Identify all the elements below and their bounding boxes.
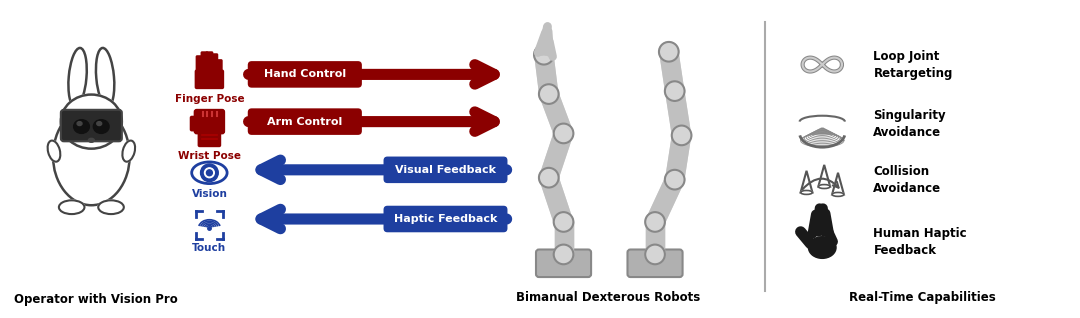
Ellipse shape	[98, 200, 124, 214]
Text: Wrist Pose: Wrist Pose	[178, 151, 241, 161]
Text: Operator with Vision Pro: Operator with Vision Pro	[14, 293, 178, 306]
Circle shape	[645, 212, 665, 232]
Text: Hand Control: Hand Control	[264, 69, 346, 80]
Text: Singularity
Avoidance: Singularity Avoidance	[874, 108, 946, 139]
Ellipse shape	[73, 120, 90, 134]
FancyBboxPatch shape	[194, 69, 225, 89]
Circle shape	[204, 168, 214, 178]
Ellipse shape	[59, 200, 84, 214]
Text: Collision
Avoidance: Collision Avoidance	[874, 165, 942, 195]
Circle shape	[665, 170, 685, 190]
Ellipse shape	[53, 107, 130, 205]
Text: Bimanual Dexterous Robots: Bimanual Dexterous Robots	[515, 291, 700, 304]
Text: Real-Time Capabilities: Real-Time Capabilities	[849, 291, 996, 304]
Circle shape	[554, 124, 573, 143]
Circle shape	[665, 81, 685, 101]
Ellipse shape	[122, 141, 135, 162]
Ellipse shape	[819, 184, 831, 189]
Circle shape	[206, 170, 213, 176]
Circle shape	[554, 212, 573, 232]
Ellipse shape	[800, 190, 812, 194]
Circle shape	[534, 45, 554, 65]
Polygon shape	[800, 171, 812, 192]
Circle shape	[539, 84, 558, 104]
Text: Visual Feedback: Visual Feedback	[395, 165, 496, 175]
FancyBboxPatch shape	[216, 59, 222, 76]
Ellipse shape	[89, 138, 94, 142]
Ellipse shape	[96, 48, 114, 107]
FancyBboxPatch shape	[193, 109, 225, 135]
Circle shape	[672, 126, 691, 145]
Text: Touch: Touch	[192, 243, 227, 252]
FancyBboxPatch shape	[383, 206, 508, 232]
Ellipse shape	[93, 120, 109, 134]
Ellipse shape	[809, 237, 836, 258]
Circle shape	[201, 164, 218, 182]
Text: Vision: Vision	[191, 189, 227, 198]
Circle shape	[539, 168, 558, 188]
Text: Haptic Feedback: Haptic Feedback	[394, 214, 497, 224]
Polygon shape	[819, 165, 831, 187]
Polygon shape	[832, 173, 843, 194]
FancyBboxPatch shape	[201, 51, 208, 76]
FancyBboxPatch shape	[60, 110, 122, 141]
FancyBboxPatch shape	[198, 128, 221, 147]
Text: Loop Joint
Retargeting: Loop Joint Retargeting	[874, 50, 953, 80]
Ellipse shape	[60, 94, 122, 149]
Text: Finger Pose: Finger Pose	[175, 94, 244, 104]
FancyBboxPatch shape	[190, 116, 202, 131]
FancyBboxPatch shape	[205, 51, 214, 76]
Ellipse shape	[191, 162, 227, 183]
Circle shape	[645, 245, 665, 264]
FancyBboxPatch shape	[627, 250, 683, 277]
FancyBboxPatch shape	[383, 156, 508, 183]
Text: Human Haptic
Feedback: Human Haptic Feedback	[874, 227, 967, 257]
Ellipse shape	[832, 192, 843, 197]
Circle shape	[554, 245, 573, 264]
Ellipse shape	[77, 121, 82, 126]
Ellipse shape	[48, 141, 60, 162]
Ellipse shape	[97, 121, 102, 126]
Circle shape	[659, 42, 678, 62]
FancyBboxPatch shape	[195, 55, 203, 76]
FancyBboxPatch shape	[247, 61, 362, 88]
Ellipse shape	[68, 48, 86, 107]
FancyBboxPatch shape	[536, 250, 591, 277]
FancyBboxPatch shape	[211, 53, 218, 76]
Text: Arm Control: Arm Control	[267, 117, 342, 127]
FancyBboxPatch shape	[247, 108, 362, 135]
